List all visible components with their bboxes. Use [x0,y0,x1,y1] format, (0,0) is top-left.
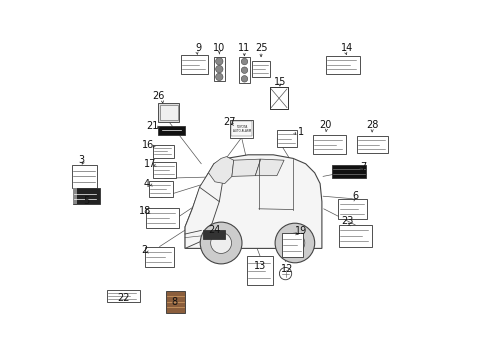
Circle shape [241,76,247,82]
Bar [146,208,178,228]
Circle shape [215,66,223,73]
Text: 9: 9 [195,42,201,53]
Text: 21: 21 [146,121,158,131]
Polygon shape [185,155,321,248]
Bar [331,165,366,178]
Text: 5: 5 [83,196,89,206]
Text: AUTO ALARM: AUTO ALARM [232,129,250,133]
Bar [269,87,288,109]
Text: 20: 20 [318,120,331,130]
Text: 7: 7 [360,162,366,172]
Bar [180,55,207,74]
Bar [251,61,269,77]
Text: 15: 15 [274,77,286,87]
Text: 23: 23 [341,216,353,226]
Bar [160,105,177,120]
Polygon shape [208,157,233,184]
Text: 18: 18 [139,206,151,216]
Bar [106,290,140,302]
Circle shape [200,222,242,264]
Circle shape [210,233,231,253]
Polygon shape [185,173,223,248]
Bar [166,291,184,313]
Bar [72,188,100,204]
Text: 3: 3 [78,155,84,165]
Text: 16: 16 [142,140,154,150]
Circle shape [285,233,304,253]
Circle shape [279,267,291,280]
Text: 10: 10 [213,42,225,53]
Bar [144,247,174,267]
Text: 22: 22 [117,293,129,303]
Text: 27: 27 [223,117,235,127]
Bar [153,162,176,178]
Bar [230,121,252,136]
Text: 19: 19 [295,226,307,236]
Text: 11: 11 [238,42,250,53]
Bar [158,103,179,122]
Circle shape [215,73,223,81]
Bar [72,165,96,188]
Text: 13: 13 [253,261,265,271]
Circle shape [241,58,247,65]
Text: TOYOTA: TOYOTA [236,125,247,129]
Text: 4: 4 [143,179,149,189]
Bar [282,233,303,256]
Bar [149,181,172,197]
Bar [277,130,296,147]
Bar [338,199,366,219]
Polygon shape [231,159,260,176]
Bar [312,135,345,154]
Circle shape [241,67,247,73]
Text: 25: 25 [254,42,267,53]
Bar [157,126,184,135]
Bar [339,225,371,247]
Bar [325,56,359,74]
Text: 1: 1 [298,127,304,138]
Text: 26: 26 [152,91,164,102]
Bar [203,230,225,239]
Circle shape [215,58,223,65]
Text: 8: 8 [170,297,177,307]
Bar [269,87,288,109]
Bar [239,57,249,83]
Bar [356,136,387,153]
Text: 6: 6 [351,191,358,201]
Polygon shape [255,159,284,176]
Bar [229,120,253,138]
Text: 14: 14 [340,42,352,53]
Bar [152,145,173,158]
Bar [72,188,77,204]
Text: 12: 12 [280,264,293,274]
Text: 17: 17 [143,159,156,169]
Text: 28: 28 [365,120,377,130]
Text: 24: 24 [208,225,220,235]
Text: 2: 2 [141,245,147,255]
Bar [247,256,272,285]
Circle shape [275,223,314,263]
Bar [213,57,224,81]
